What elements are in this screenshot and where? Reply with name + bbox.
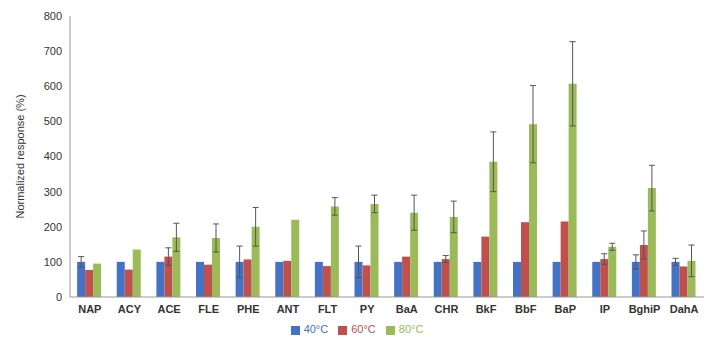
svg-text:BaA: BaA [396,303,418,315]
svg-text:500: 500 [44,115,62,127]
svg-text:ANT: ANT [277,303,300,315]
svg-text:IP: IP [600,303,610,315]
svg-text:600: 600 [44,80,62,92]
svg-text:BkF: BkF [476,303,497,315]
html-text:40°C: 40°C [303,323,329,335]
svg-text:0: 0 [56,291,62,303]
html-text:60°C: 60°C [351,323,376,335]
svg-text:300: 300 [44,186,62,198]
svg-text:400: 400 [44,150,62,162]
svg-text:ACE: ACE [157,303,180,315]
svg-text:BaP: BaP [555,303,576,315]
svg-text:PY: PY [360,303,375,315]
svg-text:DahA: DahA [670,303,699,315]
html-text:80°C: 80°C [398,323,424,335]
svg-text:NAP: NAP [78,303,101,315]
svg-text:BbF: BbF [515,303,537,315]
svg-text:FLT: FLT [318,303,338,315]
svg-text:CHR: CHR [435,303,459,315]
svg-text:800: 800 [44,10,62,22]
svg-text:700: 700 [44,45,62,57]
svg-text:PHE: PHE [237,303,260,315]
svg-text:BghiP: BghiP [629,303,661,315]
svg-text:200: 200 [44,221,62,233]
svg-text:ACY: ACY [118,303,142,315]
svg-text:FLE: FLE [198,303,219,315]
svg-text:100: 100 [44,256,62,268]
svg-text:Normalized response (%): Normalized response (%) [14,94,26,218]
